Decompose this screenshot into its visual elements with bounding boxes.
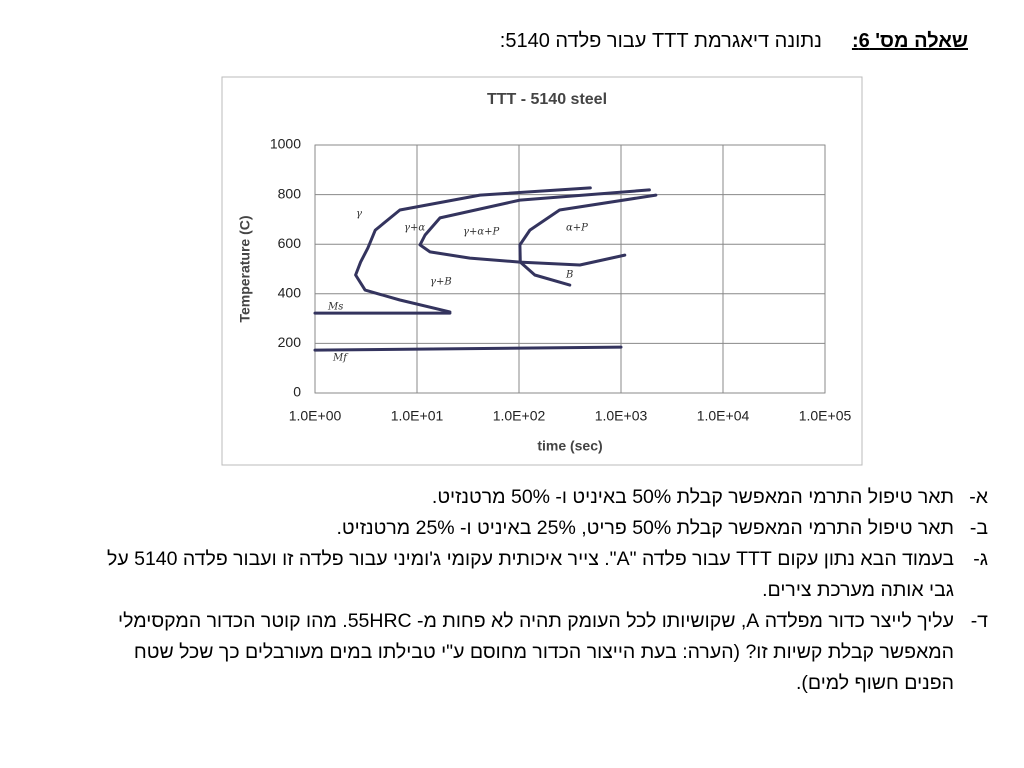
item-text: בעמוד הבא נתון עקום TTT עבור פלדה "A". צ… xyxy=(106,548,954,601)
transformation-curve xyxy=(313,345,623,352)
chart-frame xyxy=(221,76,863,466)
line-label: Ms xyxy=(327,302,343,313)
question-item: ב- תאר טיפול התרמי המאפשר קבלת 50% פריט, … xyxy=(80,513,988,544)
question-item: א- תאר טיפול התרמי המאפשר קבלת 50% באיניט… xyxy=(80,482,988,513)
x-axis-label: time (sec) xyxy=(537,438,602,454)
x-tick-label: 1.0E+04 xyxy=(697,408,750,424)
region-label: γ+B xyxy=(430,277,452,288)
question-item: ג- בעמוד הבא נתון עקום TTT עבור פלדה "A".… xyxy=(80,544,988,606)
header: שאלה מס' 6: נתונה דיאגרמת TTT עבור פלדה 5… xyxy=(500,30,968,53)
item-marker: ג- xyxy=(973,548,988,570)
item-text: עליך לייצר כדור מפלדה A, שקושיותו לכל הע… xyxy=(118,610,954,694)
item-marker: ב- xyxy=(969,517,988,539)
transformation-curve xyxy=(354,186,592,314)
region-label: γ xyxy=(356,209,362,220)
region-label: γ+α xyxy=(404,223,425,234)
question-item: ד- עליך לייצר כדור מפלדה A, שקושיותו לכל … xyxy=(80,606,988,699)
question-label: שאלה מס' 6: xyxy=(851,30,968,52)
y-axis-label: Temperature (C) xyxy=(237,215,253,322)
x-tick-label: 1.0E+03 xyxy=(595,408,648,424)
item-text: תאר טיפול התרמי המאפשר קבלת 50% פריט, 25… xyxy=(336,517,954,539)
transformation-curve xyxy=(418,188,651,267)
y-tick-label: 200 xyxy=(278,334,302,350)
y-tick-label: 600 xyxy=(278,235,302,251)
x-tick-label: 1.0E+00 xyxy=(289,408,342,424)
question-text: נתונה דיאגרמת TTT עבור פלדה 5140: xyxy=(499,30,822,52)
chart: TTT - 5140 steel time (sec) Temperature … xyxy=(221,76,863,466)
y-tick-label: 0 xyxy=(293,384,301,400)
item-marker: א- xyxy=(969,486,988,508)
region-label: γ+α+P xyxy=(463,227,499,238)
line-label: Mf xyxy=(332,353,349,364)
chart-title: TTT - 5140 steel xyxy=(487,91,607,108)
transformation-curve xyxy=(518,193,658,287)
region-label: α+P xyxy=(566,223,588,234)
y-tick-label: 800 xyxy=(278,185,302,201)
x-tick-label: 1.0E+05 xyxy=(799,408,852,424)
x-tick-label: 1.0E+01 xyxy=(391,408,444,424)
x-tick-label: 1.0E+02 xyxy=(493,408,546,424)
y-tick-label: 400 xyxy=(278,285,302,301)
item-marker: ד- xyxy=(970,610,988,632)
question-list: א- תאר טיפול התרמי המאפשר קבלת 50% באיניט… xyxy=(80,482,988,699)
region-label: B xyxy=(565,270,573,281)
item-text: תאר טיפול התרמי המאפשר קבלת 50% באיניט ו… xyxy=(431,486,954,508)
y-tick-label: 1000 xyxy=(270,136,301,152)
